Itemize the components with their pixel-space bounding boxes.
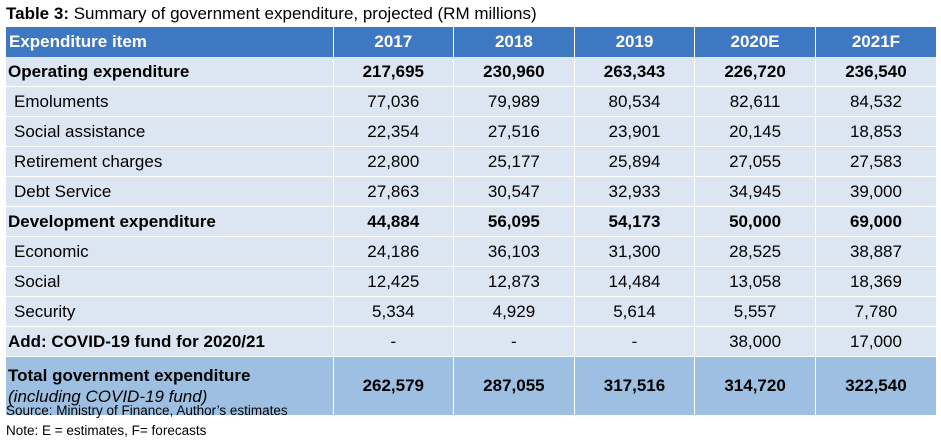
total-cell: 287,055 xyxy=(453,356,575,416)
row-label: Retirement charges xyxy=(6,146,334,177)
table-row: Operating expenditure 217,695 230,960 26… xyxy=(6,57,936,87)
header-row: Expenditure item 2017 2018 2019 2020E 20… xyxy=(6,27,936,57)
table-body: Operating expenditure 217,695 230,960 26… xyxy=(6,57,936,416)
table-cell: - xyxy=(574,326,696,357)
table-cell: 22,800 xyxy=(333,146,455,177)
row-label: Social xyxy=(6,266,334,297)
header-cell-2018: 2018 xyxy=(453,27,575,57)
row-label: Debt Service xyxy=(6,176,334,207)
row-label: Operating expenditure xyxy=(6,57,334,87)
table-cell: 20,145 xyxy=(694,116,816,147)
header-cell-2021f: 2021F xyxy=(815,27,936,57)
table-cell: 39,000 xyxy=(815,176,936,207)
table-cell: 27,863 xyxy=(333,176,455,207)
total-cell: 322,540 xyxy=(815,356,936,416)
table-header: Expenditure item 2017 2018 2019 2020E 20… xyxy=(6,27,936,57)
table-row: Development expenditure 44,884 56,095 54… xyxy=(6,206,936,237)
table-cell: 25,177 xyxy=(453,146,575,177)
row-label: Development expenditure xyxy=(6,206,334,237)
table-cell: 263,343 xyxy=(574,57,696,87)
table-cell: 217,695 xyxy=(333,57,455,87)
table-cell: 34,945 xyxy=(694,176,816,207)
total-cell: 314,720 xyxy=(694,356,816,416)
total-cell: 262,579 xyxy=(333,356,455,416)
table-notes: Source: Ministry of Finance, Author’s es… xyxy=(6,401,288,441)
total-row: Total government expenditure (including … xyxy=(6,356,936,416)
table-cell: 7,780 xyxy=(815,296,936,327)
source-note: Source: Ministry of Finance, Author’s es… xyxy=(6,403,288,418)
table-row: Social 12,425 12,873 14,484 13,058 18,36… xyxy=(6,266,936,297)
table-cell: 12,873 xyxy=(453,266,575,297)
table-row: Social assistance 22,354 27,516 23,901 2… xyxy=(6,116,936,147)
table-cell: 17,000 xyxy=(815,326,936,357)
table-cell: 24,186 xyxy=(333,236,455,267)
table-cell: - xyxy=(333,326,455,357)
table-cell: 30,547 xyxy=(453,176,575,207)
expenditure-table: Expenditure item 2017 2018 2019 2020E 20… xyxy=(6,27,936,416)
table-row: Economic 24,186 36,103 31,300 28,525 38,… xyxy=(6,236,936,267)
table-cell: 28,525 xyxy=(694,236,816,267)
table-cell: 27,055 xyxy=(694,146,816,177)
total-label: Total government expenditure (including … xyxy=(6,356,334,416)
table-cell: 5,557 xyxy=(694,296,816,327)
table-cell: 36,103 xyxy=(453,236,575,267)
table-cell: 82,611 xyxy=(694,86,816,117)
table-cell: 38,000 xyxy=(694,326,816,357)
table-cell: 27,516 xyxy=(453,116,575,147)
table-cell: 69,000 xyxy=(815,206,936,237)
table-cell: 80,534 xyxy=(574,86,696,117)
header-cell-item: Expenditure item xyxy=(6,27,334,57)
table-cell: 12,425 xyxy=(333,266,455,297)
row-label: Security xyxy=(6,296,334,327)
table-cell: 27,583 xyxy=(815,146,936,177)
table-row: Add: COVID-19 fund for 2020/21 - - - 38,… xyxy=(6,326,936,357)
table-cell: 79,989 xyxy=(453,86,575,117)
table-row: Retirement charges 22,800 25,177 25,894 … xyxy=(6,146,936,177)
total-cell: 317,516 xyxy=(574,356,696,416)
table-cell: 31,300 xyxy=(574,236,696,267)
table-cell: - xyxy=(453,326,575,357)
table-cell: 18,853 xyxy=(815,116,936,147)
table-cell: 14,484 xyxy=(574,266,696,297)
table-row: Security 5,334 4,929 5,614 5,557 7,780 xyxy=(6,296,936,327)
table-cell: 84,532 xyxy=(815,86,936,117)
table-cell: 77,036 xyxy=(333,86,455,117)
header-cell-2019: 2019 xyxy=(574,27,696,57)
table-cell: 54,173 xyxy=(574,206,696,237)
caption-label: Table 3: xyxy=(6,4,69,23)
table-cell: 5,614 xyxy=(574,296,696,327)
caption-text: Summary of government expenditure, proje… xyxy=(68,4,537,23)
table-cell: 44,884 xyxy=(333,206,455,237)
table-cell: 38,887 xyxy=(815,236,936,267)
total-label-main: Total government expenditure xyxy=(8,366,251,385)
row-label: Economic xyxy=(6,236,334,267)
header-cell-2017: 2017 xyxy=(333,27,455,57)
table-cell: 50,000 xyxy=(694,206,816,237)
table-cell: 32,933 xyxy=(574,176,696,207)
table-cell: 4,929 xyxy=(453,296,575,327)
total-label-sub: (including COVID-19 fund) xyxy=(8,387,208,406)
estimates-note: Note: E = estimates, F= forecasts xyxy=(6,423,207,438)
table-cell: 13,058 xyxy=(694,266,816,297)
table-cell: 5,334 xyxy=(333,296,455,327)
table-cell: 25,894 xyxy=(574,146,696,177)
row-label: Add: COVID-19 fund for 2020/21 xyxy=(6,326,334,357)
header-cell-2020e: 2020E xyxy=(694,27,816,57)
table-cell: 18,369 xyxy=(815,266,936,297)
table-row: Debt Service 27,863 30,547 32,933 34,945… xyxy=(6,176,936,207)
table-cell: 56,095 xyxy=(453,206,575,237)
table-caption: Table 3: Summary of government expenditu… xyxy=(6,2,537,26)
table-cell: 236,540 xyxy=(815,57,936,87)
row-label: Emoluments xyxy=(6,86,334,117)
table-cell: 23,901 xyxy=(574,116,696,147)
table-cell: 22,354 xyxy=(333,116,455,147)
table-cell: 230,960 xyxy=(453,57,575,87)
table-row: Emoluments 77,036 79,989 80,534 82,611 8… xyxy=(6,86,936,117)
row-label: Social assistance xyxy=(6,116,334,147)
table-cell: 226,720 xyxy=(694,57,816,87)
